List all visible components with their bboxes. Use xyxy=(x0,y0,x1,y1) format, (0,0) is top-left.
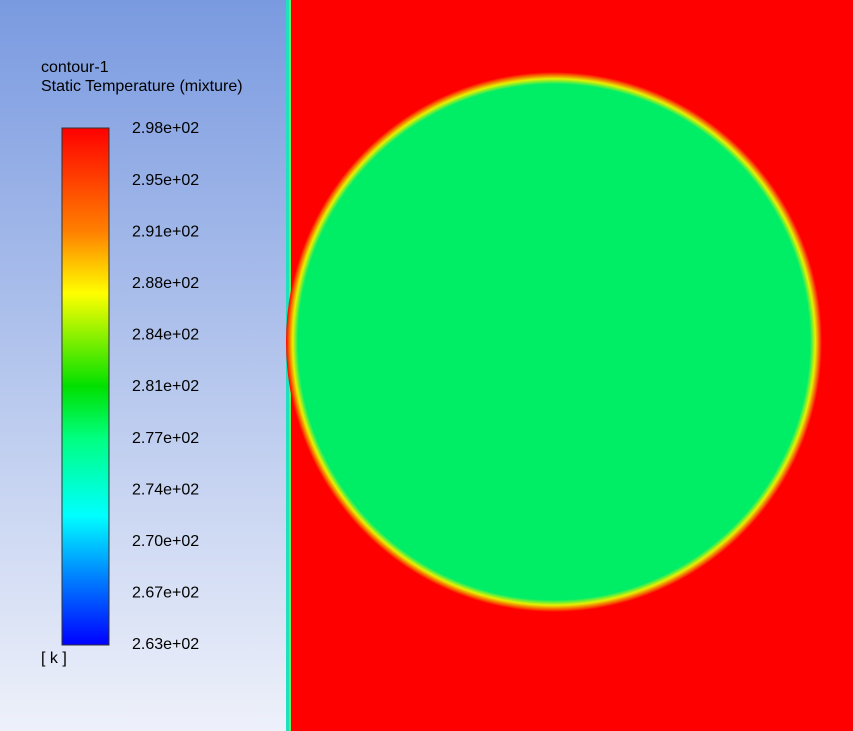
color-bar-label: 2.84e+02 xyxy=(132,327,199,344)
color-bar-label: 2.98e+02 xyxy=(132,120,199,137)
droplet-contour xyxy=(286,72,822,612)
color-bar xyxy=(61,127,110,646)
color-bar-label: 2.77e+02 xyxy=(132,430,199,447)
color-bar-label: 2.81e+02 xyxy=(132,378,199,395)
color-bar-label: 2.70e+02 xyxy=(132,533,199,550)
color-bar-label: 2.74e+02 xyxy=(132,481,199,498)
legend-unit: [ k ] xyxy=(41,650,67,667)
color-bar-label: 2.88e+02 xyxy=(132,275,199,292)
color-bar-label: 2.95e+02 xyxy=(132,172,199,189)
legend-title: contour-1 xyxy=(41,59,109,76)
legend-panel xyxy=(0,0,286,731)
legend-subtitle: Static Temperature (mixture) xyxy=(41,78,243,95)
color-bar-label: 2.63e+02 xyxy=(132,636,199,653)
color-bar-label: 2.67e+02 xyxy=(132,585,199,602)
color-bar-label: 2.91e+02 xyxy=(132,223,199,240)
